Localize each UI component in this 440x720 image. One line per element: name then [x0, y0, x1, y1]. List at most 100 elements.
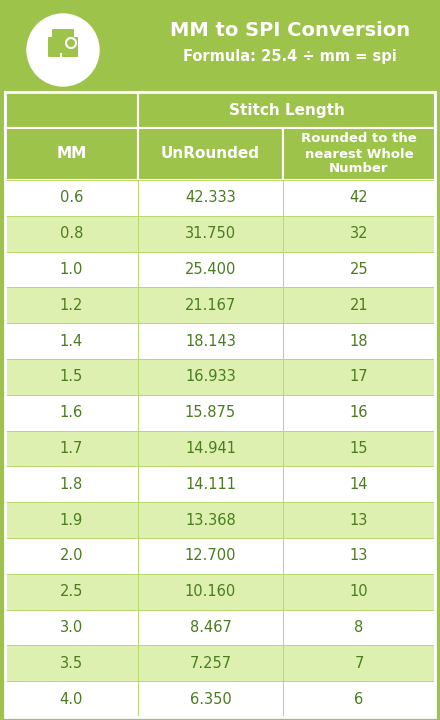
FancyBboxPatch shape: [5, 251, 138, 287]
Text: 1.9: 1.9: [60, 513, 83, 528]
Text: MM to SPI Conversion: MM to SPI Conversion: [170, 20, 410, 40]
FancyBboxPatch shape: [48, 37, 78, 57]
FancyBboxPatch shape: [5, 467, 138, 503]
Text: 3.5: 3.5: [60, 656, 83, 671]
Text: 25.400: 25.400: [185, 262, 236, 277]
Text: 3.0: 3.0: [60, 620, 83, 635]
Text: 16: 16: [350, 405, 368, 420]
FancyBboxPatch shape: [138, 574, 283, 610]
FancyBboxPatch shape: [283, 645, 435, 681]
Text: 8: 8: [354, 620, 363, 635]
FancyBboxPatch shape: [138, 467, 283, 503]
FancyBboxPatch shape: [5, 287, 138, 323]
FancyBboxPatch shape: [138, 431, 283, 467]
Text: 0.8: 0.8: [60, 226, 83, 241]
Text: 21: 21: [350, 298, 368, 312]
FancyBboxPatch shape: [138, 180, 283, 216]
FancyBboxPatch shape: [5, 216, 138, 251]
FancyBboxPatch shape: [283, 610, 435, 645]
FancyBboxPatch shape: [5, 180, 138, 216]
Text: 14: 14: [350, 477, 368, 492]
Text: 10.160: 10.160: [185, 584, 236, 599]
Text: 1.6: 1.6: [60, 405, 83, 420]
Text: UnRounded: UnRounded: [161, 146, 260, 161]
FancyBboxPatch shape: [283, 251, 435, 287]
FancyBboxPatch shape: [52, 29, 74, 41]
FancyBboxPatch shape: [5, 431, 138, 467]
FancyBboxPatch shape: [138, 251, 283, 287]
Text: 21.167: 21.167: [185, 298, 236, 312]
FancyBboxPatch shape: [138, 645, 283, 681]
FancyBboxPatch shape: [283, 681, 435, 717]
Text: 1.2: 1.2: [60, 298, 83, 312]
FancyBboxPatch shape: [138, 287, 283, 323]
Text: 7.257: 7.257: [190, 656, 231, 671]
Text: 1.7: 1.7: [60, 441, 83, 456]
FancyBboxPatch shape: [5, 128, 138, 180]
FancyBboxPatch shape: [138, 128, 283, 180]
Text: 2.5: 2.5: [60, 584, 83, 599]
Text: 14.941: 14.941: [185, 441, 236, 456]
FancyBboxPatch shape: [5, 503, 138, 538]
Text: 0.6: 0.6: [60, 190, 83, 205]
FancyBboxPatch shape: [5, 610, 138, 645]
Text: 2.0: 2.0: [60, 549, 83, 563]
FancyBboxPatch shape: [138, 610, 283, 645]
Text: 13.368: 13.368: [185, 513, 236, 528]
Text: 17: 17: [350, 369, 368, 384]
FancyBboxPatch shape: [283, 395, 435, 431]
FancyBboxPatch shape: [283, 359, 435, 395]
Text: 1.0: 1.0: [60, 262, 83, 277]
Circle shape: [27, 14, 99, 86]
FancyBboxPatch shape: [283, 538, 435, 574]
Text: 1.8: 1.8: [60, 477, 83, 492]
Text: MM: MM: [56, 146, 87, 161]
FancyBboxPatch shape: [138, 359, 283, 395]
Text: Generations: Generations: [25, 91, 101, 101]
FancyBboxPatch shape: [5, 359, 138, 395]
FancyBboxPatch shape: [5, 395, 138, 431]
FancyBboxPatch shape: [138, 92, 435, 128]
Text: Rounded to the
nearest Whole
Number: Rounded to the nearest Whole Number: [301, 132, 417, 176]
FancyBboxPatch shape: [5, 645, 138, 681]
Text: 31.750: 31.750: [185, 226, 236, 241]
FancyBboxPatch shape: [138, 323, 283, 359]
FancyBboxPatch shape: [283, 216, 435, 251]
Text: 18.143: 18.143: [185, 333, 236, 348]
Text: 1.4: 1.4: [60, 333, 83, 348]
Text: 18: 18: [350, 333, 368, 348]
Text: 4.0: 4.0: [60, 692, 83, 706]
FancyBboxPatch shape: [5, 538, 138, 574]
FancyBboxPatch shape: [138, 503, 283, 538]
Text: 15: 15: [350, 441, 368, 456]
Text: 15.875: 15.875: [185, 405, 236, 420]
Text: Formula: 25.4 ÷ mm = spi: Formula: 25.4 ÷ mm = spi: [183, 50, 397, 65]
Text: 8.467: 8.467: [190, 620, 231, 635]
FancyBboxPatch shape: [138, 538, 283, 574]
FancyBboxPatch shape: [283, 467, 435, 503]
Text: Q U I L T   P A T T E R N S: Q U I L T P A T T E R N S: [23, 104, 103, 109]
Text: 14.111: 14.111: [185, 477, 236, 492]
FancyBboxPatch shape: [283, 323, 435, 359]
FancyBboxPatch shape: [283, 431, 435, 467]
Text: 12.700: 12.700: [185, 549, 236, 563]
Text: 13: 13: [350, 513, 368, 528]
Text: 32: 32: [350, 226, 368, 241]
FancyBboxPatch shape: [283, 503, 435, 538]
Text: 16.933: 16.933: [185, 369, 236, 384]
FancyBboxPatch shape: [283, 287, 435, 323]
Text: 6.350: 6.350: [190, 692, 231, 706]
Text: 7: 7: [354, 656, 364, 671]
FancyBboxPatch shape: [138, 395, 283, 431]
FancyBboxPatch shape: [5, 92, 138, 128]
Text: 13: 13: [350, 549, 368, 563]
Text: 25: 25: [350, 262, 368, 277]
FancyBboxPatch shape: [283, 180, 435, 216]
FancyBboxPatch shape: [138, 681, 283, 717]
Text: 1.5: 1.5: [60, 369, 83, 384]
FancyBboxPatch shape: [5, 574, 138, 610]
FancyBboxPatch shape: [5, 323, 138, 359]
Text: 42: 42: [350, 190, 368, 205]
Text: 10: 10: [350, 584, 368, 599]
Text: 42.333: 42.333: [185, 190, 236, 205]
